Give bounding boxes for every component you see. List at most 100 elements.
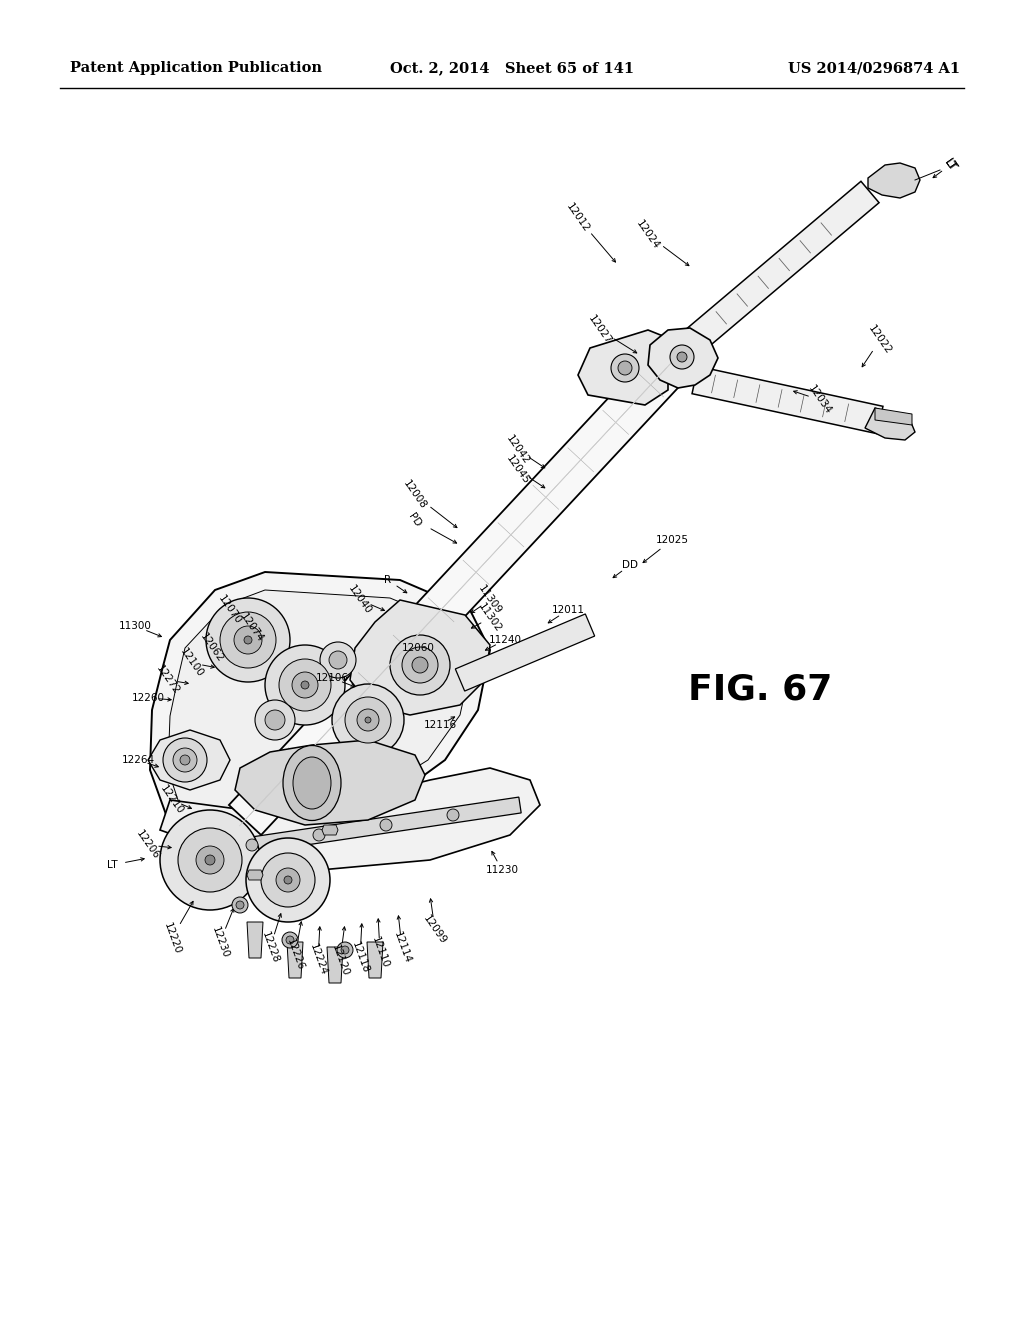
Polygon shape bbox=[148, 730, 230, 789]
Circle shape bbox=[670, 345, 694, 370]
Circle shape bbox=[206, 598, 290, 682]
Text: 12230: 12230 bbox=[210, 925, 230, 960]
Text: 12110: 12110 bbox=[370, 935, 390, 969]
Text: 12074: 12074 bbox=[239, 611, 265, 644]
Circle shape bbox=[332, 684, 404, 756]
Text: 12116: 12116 bbox=[424, 719, 457, 730]
Polygon shape bbox=[234, 741, 425, 825]
Circle shape bbox=[282, 932, 298, 948]
Polygon shape bbox=[648, 327, 718, 388]
Circle shape bbox=[365, 717, 371, 723]
Text: FIG. 67: FIG. 67 bbox=[688, 673, 833, 708]
Circle shape bbox=[220, 612, 276, 668]
Text: 12226: 12226 bbox=[285, 937, 305, 973]
Polygon shape bbox=[150, 572, 490, 850]
Text: 12045: 12045 bbox=[505, 454, 531, 486]
Text: 12042: 12042 bbox=[505, 433, 531, 466]
Text: PD: PD bbox=[407, 511, 423, 529]
Text: 12022: 12022 bbox=[866, 323, 894, 356]
Polygon shape bbox=[865, 408, 915, 440]
Text: 11240: 11240 bbox=[488, 635, 521, 645]
Text: 12206: 12206 bbox=[134, 829, 162, 862]
Circle shape bbox=[180, 755, 190, 766]
Polygon shape bbox=[247, 921, 263, 958]
Text: 12025: 12025 bbox=[655, 535, 688, 545]
Polygon shape bbox=[247, 870, 263, 880]
Text: 12062: 12062 bbox=[199, 631, 225, 664]
Polygon shape bbox=[874, 408, 912, 425]
Ellipse shape bbox=[293, 756, 331, 809]
Text: 12070: 12070 bbox=[216, 594, 244, 626]
Text: 12099: 12099 bbox=[422, 913, 449, 946]
Text: 12210: 12210 bbox=[159, 784, 185, 816]
Polygon shape bbox=[327, 946, 343, 983]
Text: 12106: 12106 bbox=[315, 673, 348, 682]
Circle shape bbox=[313, 829, 325, 841]
Text: 12114: 12114 bbox=[391, 931, 413, 965]
Text: 12118: 12118 bbox=[349, 941, 371, 975]
Circle shape bbox=[265, 645, 345, 725]
Circle shape bbox=[319, 642, 356, 678]
Circle shape bbox=[286, 936, 294, 944]
Circle shape bbox=[246, 840, 258, 851]
Circle shape bbox=[412, 657, 428, 673]
Circle shape bbox=[345, 697, 391, 743]
Polygon shape bbox=[350, 601, 490, 715]
Circle shape bbox=[265, 710, 285, 730]
Ellipse shape bbox=[283, 746, 341, 821]
Polygon shape bbox=[868, 162, 920, 198]
Text: 12260: 12260 bbox=[131, 693, 165, 704]
Text: 12012: 12012 bbox=[564, 202, 592, 235]
Text: 12008: 12008 bbox=[401, 479, 428, 511]
Polygon shape bbox=[692, 367, 883, 434]
Circle shape bbox=[205, 855, 215, 865]
Circle shape bbox=[447, 809, 459, 821]
Text: 12120: 12120 bbox=[330, 942, 350, 977]
Text: 12264: 12264 bbox=[122, 755, 155, 766]
Text: US 2014/0296874 A1: US 2014/0296874 A1 bbox=[787, 61, 961, 75]
Circle shape bbox=[160, 810, 260, 909]
Circle shape bbox=[292, 672, 318, 698]
Text: Patent Application Publication: Patent Application Publication bbox=[70, 61, 322, 75]
Text: 11309: 11309 bbox=[476, 583, 504, 616]
Text: LT: LT bbox=[943, 158, 957, 172]
Circle shape bbox=[196, 846, 224, 874]
Text: LT: LT bbox=[106, 861, 118, 870]
Polygon shape bbox=[287, 942, 303, 978]
Circle shape bbox=[301, 681, 309, 689]
Circle shape bbox=[279, 659, 331, 711]
Circle shape bbox=[677, 352, 687, 362]
Circle shape bbox=[236, 902, 244, 909]
Text: 12011: 12011 bbox=[552, 605, 585, 615]
Text: LT: LT bbox=[941, 156, 959, 174]
Text: 12024: 12024 bbox=[635, 219, 662, 251]
Circle shape bbox=[611, 354, 639, 381]
Text: 12034: 12034 bbox=[807, 384, 834, 416]
Circle shape bbox=[244, 636, 252, 644]
Text: 12100: 12100 bbox=[178, 647, 206, 680]
Circle shape bbox=[380, 818, 392, 832]
Polygon shape bbox=[456, 614, 595, 692]
Circle shape bbox=[163, 738, 207, 781]
Text: 11300: 11300 bbox=[119, 620, 152, 631]
Circle shape bbox=[390, 635, 450, 696]
Circle shape bbox=[402, 647, 438, 682]
Polygon shape bbox=[184, 797, 521, 863]
Circle shape bbox=[284, 876, 292, 884]
Polygon shape bbox=[367, 942, 383, 978]
Polygon shape bbox=[578, 330, 668, 405]
Text: 12040: 12040 bbox=[346, 583, 374, 616]
Circle shape bbox=[329, 651, 347, 669]
Circle shape bbox=[618, 360, 632, 375]
Polygon shape bbox=[686, 181, 879, 351]
Text: 12272: 12272 bbox=[155, 664, 181, 697]
Text: 12060: 12060 bbox=[401, 643, 434, 653]
Text: 12224: 12224 bbox=[307, 942, 329, 977]
Circle shape bbox=[234, 626, 262, 653]
Polygon shape bbox=[160, 768, 540, 870]
Text: R: R bbox=[384, 576, 391, 585]
Circle shape bbox=[357, 709, 379, 731]
Circle shape bbox=[246, 838, 330, 921]
Text: 12220: 12220 bbox=[162, 921, 182, 956]
Polygon shape bbox=[168, 590, 472, 838]
